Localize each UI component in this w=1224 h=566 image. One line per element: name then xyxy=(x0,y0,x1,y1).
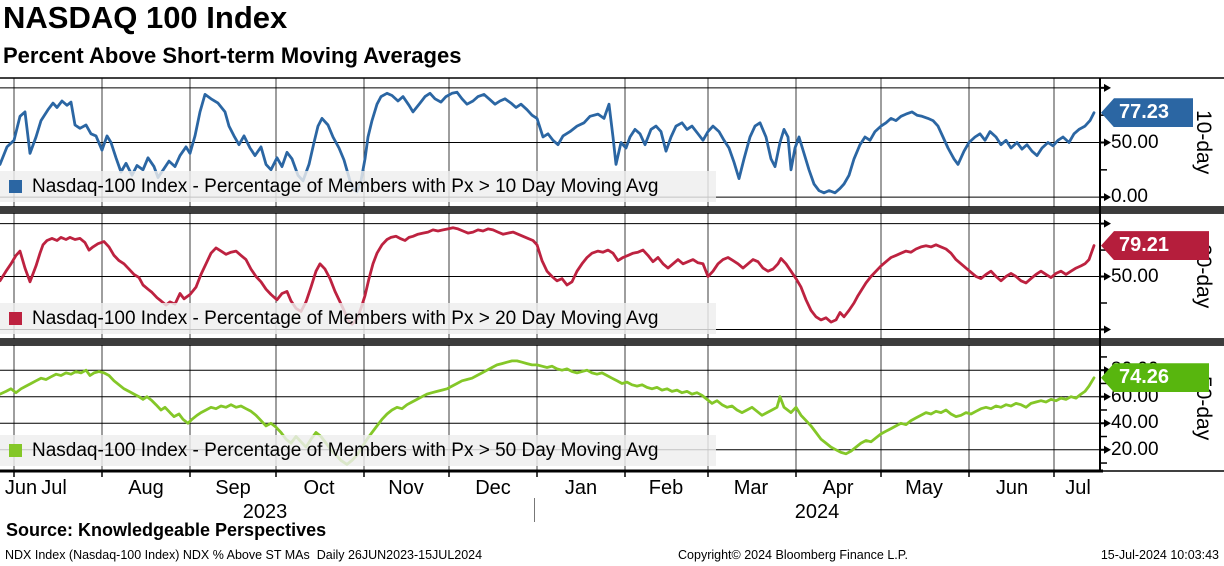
legend-text: Nasdaq-100 Index - Percentage of Members… xyxy=(32,307,659,329)
legend-swatch-icon xyxy=(9,180,22,193)
legend-10-day: Nasdaq-100 Index - Percentage of Members… xyxy=(0,171,716,202)
month-label-may: May xyxy=(905,477,943,499)
month-label-apr: Apr xyxy=(822,477,854,499)
month-label-mar: Mar xyxy=(733,477,769,499)
month-label-feb: Feb xyxy=(648,477,684,499)
month-label-jun: Jun xyxy=(4,477,38,499)
y-tick-label-50-day: 40.00 xyxy=(1111,412,1159,434)
month-label-jun: Jun xyxy=(995,477,1029,499)
y-tick-label-10-day: 0.00 xyxy=(1111,186,1148,208)
value-badge-50-day: 74.26 xyxy=(1101,363,1209,393)
legend-text: Nasdaq-100 Index - Percentage of Members… xyxy=(32,175,659,197)
series-line-20-day xyxy=(0,226,1096,326)
value-badge-20-day: 79.21 xyxy=(1101,231,1209,261)
chart-canvas xyxy=(0,77,1224,477)
legend-20-day: Nasdaq-100 Index - Percentage of Members… xyxy=(0,303,716,334)
month-label-nov: Nov xyxy=(388,477,424,499)
footer-timestamp: 15-Jul-2024 10:03:43 xyxy=(1100,548,1219,562)
year-label-2024: 2024 xyxy=(794,501,840,523)
page-title: NASDAQ 100 Index xyxy=(3,0,288,35)
legend-text: Nasdaq-100 Index - Percentage of Members… xyxy=(32,439,659,461)
source-line: Source: Knowledgeable Perspectives xyxy=(6,520,327,540)
legend-swatch-icon xyxy=(9,444,22,457)
panel-side-label-10-day: 10-day xyxy=(1192,110,1215,175)
year-separator-line xyxy=(534,498,535,522)
month-label-sep: Sep xyxy=(215,477,251,499)
year-label-2023: 2023 xyxy=(242,501,288,523)
y-tick-label-20-day: 50.00 xyxy=(1111,265,1159,287)
month-label-dec: Dec xyxy=(475,477,511,499)
page-subtitle: Percent Above Short-term Moving Averages xyxy=(3,43,462,68)
y-tick-label-10-day: 50.00 xyxy=(1111,131,1159,153)
month-label-jan: Jan xyxy=(564,477,598,499)
footer-copyright: Copyright© 2024 Bloomberg Finance L.P. xyxy=(678,548,908,562)
month-label-aug: Aug xyxy=(128,477,164,499)
legend-swatch-icon xyxy=(9,312,22,325)
series-line-50-day xyxy=(0,359,1096,466)
y-tick-label-50-day: 20.00 xyxy=(1111,438,1159,460)
value-badge-10-day: 77.23 xyxy=(1101,98,1193,128)
series-line-10-day xyxy=(0,90,1096,195)
footer-security-info: NDX Index (Nasdaq-100 Index) NDX % Above… xyxy=(5,548,483,562)
month-label-jul: Jul xyxy=(1065,477,1091,499)
month-label-jul: Jul xyxy=(41,477,67,499)
month-label-oct: Oct xyxy=(303,477,335,499)
legend-50-day: Nasdaq-100 Index - Percentage of Members… xyxy=(0,435,716,466)
